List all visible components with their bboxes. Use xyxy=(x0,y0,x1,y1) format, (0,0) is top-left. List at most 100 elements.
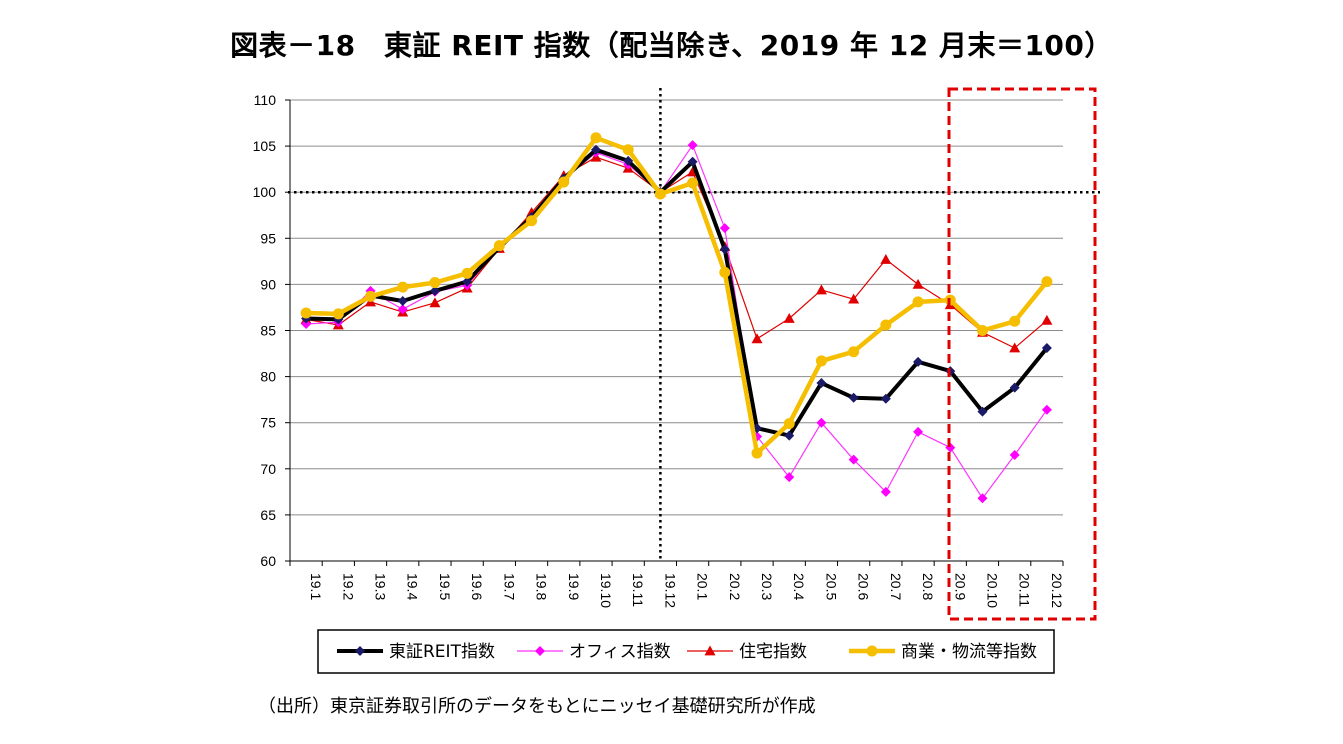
data-point xyxy=(1041,276,1053,288)
x-tick-label: 20.5 xyxy=(823,573,839,600)
data-point xyxy=(590,144,601,155)
data-point xyxy=(332,308,344,320)
y-tick-label: 100 xyxy=(253,184,277,200)
data-point xyxy=(687,177,699,189)
data-point xyxy=(880,254,892,264)
data-point xyxy=(816,378,827,389)
data-point xyxy=(977,493,988,504)
data-point xyxy=(1009,449,1020,460)
reference-lines xyxy=(288,88,1100,561)
data-point xyxy=(1041,343,1052,354)
data-point xyxy=(880,319,892,331)
data-point xyxy=(848,346,860,358)
data-point xyxy=(848,293,860,304)
legend-swatch-marker xyxy=(866,645,878,657)
data-point xyxy=(558,176,570,188)
y-tick-label: 65 xyxy=(260,507,276,523)
data-point xyxy=(623,155,634,166)
data-point xyxy=(687,140,698,151)
y-tick-label: 105 xyxy=(253,138,277,154)
gridlines xyxy=(290,99,1063,516)
data-point xyxy=(654,188,666,200)
legend-label: 東証REIT指数 xyxy=(389,642,495,662)
y-tick-label: 90 xyxy=(260,276,276,292)
y-tick-label: 75 xyxy=(260,415,276,431)
data-point xyxy=(1009,382,1020,393)
x-tick-label: 19.5 xyxy=(437,573,453,600)
y-tick-label: 110 xyxy=(254,92,277,108)
data-point xyxy=(719,244,730,255)
data-point xyxy=(815,284,827,295)
x-tick-label: 20.11 xyxy=(1017,573,1033,607)
series-line xyxy=(305,156,1048,349)
data-point xyxy=(397,295,408,306)
x-tick-label: 19.7 xyxy=(501,573,517,600)
x-tick-label: 19.1 xyxy=(308,573,324,600)
legend-label: 住宅指数 xyxy=(739,642,807,662)
data-point xyxy=(848,392,859,403)
series-line xyxy=(304,147,1049,438)
legend-label: 商業・物流等指数 xyxy=(901,642,1037,662)
x-tick-label: 20.6 xyxy=(856,573,872,600)
y-tick-label: 70 xyxy=(260,461,276,477)
x-tick-label: 19.11 xyxy=(630,573,646,607)
data-point xyxy=(590,132,602,144)
data-point xyxy=(751,447,763,459)
data-point xyxy=(912,278,924,289)
data-point xyxy=(880,486,891,497)
data-point xyxy=(783,313,795,323)
x-tick-label: 19.8 xyxy=(534,573,550,600)
data-point xyxy=(977,406,988,417)
series-3 xyxy=(300,132,1053,459)
x-tick-label: 19.4 xyxy=(405,573,421,600)
legend-label: オフィス指数 xyxy=(569,642,671,662)
data-point xyxy=(783,418,795,430)
y-tick-label: 85 xyxy=(260,323,276,339)
data-point xyxy=(1041,404,1052,415)
data-point xyxy=(429,285,440,296)
highlight-box xyxy=(947,87,1097,621)
series-lines xyxy=(300,132,1053,504)
data-point xyxy=(1041,314,1053,325)
data-point xyxy=(1009,342,1021,353)
x-tick-label: 20.2 xyxy=(727,573,743,600)
data-point xyxy=(526,215,538,227)
x-tick-label: 20.1 xyxy=(695,573,711,600)
x-tick-label: 19.6 xyxy=(469,573,485,600)
x-tick-label: 19.2 xyxy=(340,573,356,600)
data-point xyxy=(397,304,408,315)
data-point xyxy=(462,276,473,287)
source-note: （出所）東京証券取引所のデータをもとにニッセイ基礎研究所が作成 xyxy=(258,696,816,717)
data-point xyxy=(913,426,924,437)
data-point xyxy=(719,266,731,278)
data-point xyxy=(429,277,441,289)
data-point xyxy=(976,325,988,336)
chart-title: 図表－18 東証 REIT 指数（配当除き、2019 年 12 月末＝100） xyxy=(230,29,1113,62)
x-tick-label: 20.4 xyxy=(791,573,807,600)
data-point xyxy=(784,430,795,441)
legend-swatch-marker xyxy=(704,645,716,656)
y-tick-label: 80 xyxy=(260,369,276,385)
legend-entry-0: 東証REIT指数 xyxy=(337,642,495,662)
data-point xyxy=(300,307,312,319)
data-point xyxy=(365,290,377,302)
data-point xyxy=(848,454,859,465)
y-tick-label: 95 xyxy=(260,230,276,246)
data-point xyxy=(912,296,924,308)
series-line xyxy=(305,144,1048,499)
x-tick-label: 19.12 xyxy=(662,573,678,608)
x-tick-label: 20.3 xyxy=(759,573,775,600)
data-point xyxy=(751,333,763,344)
data-point xyxy=(397,281,409,293)
x-tick-label: 20.9 xyxy=(952,573,968,600)
axes: 60 65 70 75 80 85 90 95 100 105 110 19.1 19.2 19.3 19.… xyxy=(253,92,1065,608)
x-tick-label: 20.8 xyxy=(920,573,936,600)
data-point xyxy=(913,356,924,367)
y-tick-label: 60 xyxy=(260,553,276,569)
data-point xyxy=(815,355,827,367)
data-point xyxy=(719,223,730,234)
highlight-rect xyxy=(947,87,1097,621)
data-point xyxy=(461,267,473,279)
legend-box xyxy=(317,629,1055,674)
x-tick-label: 20.7 xyxy=(888,573,904,600)
